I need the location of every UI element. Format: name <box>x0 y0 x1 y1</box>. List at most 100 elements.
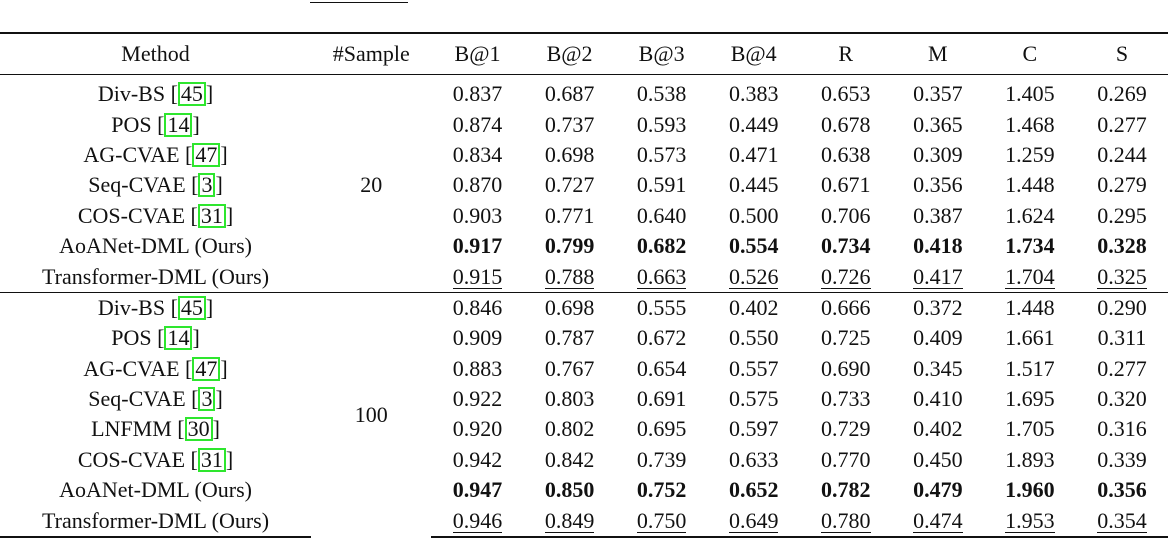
metric-value: 0.365 <box>913 111 963 137</box>
bracket: ] <box>192 325 200 351</box>
metric-value: 0.909 <box>452 325 503 351</box>
method-name: Transformer-DML (Ours) <box>42 263 270 289</box>
metric-value: 1.468 <box>1005 111 1055 137</box>
citation-link[interactable]: 14 <box>164 326 193 351</box>
metric-value: 0.402 <box>728 294 779 320</box>
column-header: M <box>928 41 948 66</box>
citation-link[interactable]: 47 <box>192 142 221 167</box>
metric-value: 0.290 <box>1097 294 1147 320</box>
metric-cell: 0.682 <box>616 231 708 261</box>
metric-value: 0.739 <box>636 446 687 472</box>
metric-cell: 0.325 <box>1076 261 1168 292</box>
metric-cell: 0.850 <box>524 475 616 505</box>
bracket: ] <box>215 386 223 412</box>
metric-cell: 0.678 <box>800 109 892 139</box>
metric-value: 0.410 <box>913 386 963 412</box>
metric-value: 0.752 <box>636 477 687 503</box>
metric-cell: 0.909 <box>431 323 523 353</box>
metric-cell: 0.922 <box>431 384 523 414</box>
metric-cell: 0.357 <box>892 75 984 110</box>
citation-link[interactable]: 45 <box>177 82 206 107</box>
citation-link[interactable]: 3 <box>198 173 216 198</box>
metric-value: 0.725 <box>821 325 871 351</box>
metric-value: 0.883 <box>452 355 503 381</box>
metric-cell: 0.449 <box>708 109 800 139</box>
metric-value: 0.750 <box>636 507 687 533</box>
metric-value: 0.687 <box>544 81 595 107</box>
method-cell: Seq-CVAE [3] <box>0 384 311 414</box>
metric-value: 1.953 <box>1005 507 1055 533</box>
method-cell: COS-CVAE [31] <box>0 445 311 475</box>
metric-cell: 0.479 <box>892 475 984 505</box>
metric-value: 0.653 <box>821 81 871 107</box>
metric-value: 0.554 <box>728 233 779 259</box>
table-row: Div-BS [45] 100 0.846 0.698 0.555 0.402 0.666 0… <box>0 291 1168 537</box>
metric-cell: 0.917 <box>431 231 523 261</box>
metric-value: 0.345 <box>913 355 963 381</box>
metric-cell: 0.402 <box>707 291 800 324</box>
method-name: COS-CVAE [ <box>77 446 198 472</box>
metric-cell: 0.690 <box>800 354 892 384</box>
metric-value: 0.575 <box>728 386 779 412</box>
citation-link[interactable]: 31 <box>197 447 226 472</box>
method-cell: POS [14] <box>0 109 311 139</box>
table-row: AoANet-DML (Ours) 0.947 0.850 0.752 0.652 0.7… <box>0 475 1168 505</box>
metric-cell: 0.450 <box>892 445 984 475</box>
metric-cell: 0.339 <box>1076 445 1168 475</box>
metric-cell: 0.771 <box>524 201 616 231</box>
bracket: ] <box>225 446 234 472</box>
table-row: COS-CVAE [31] 0.903 0.771 0.640 0.500 0.706 0.… <box>0 201 1168 231</box>
metric-value: 0.339 <box>1097 446 1147 472</box>
metric-cell: 0.387 <box>892 201 984 231</box>
table-row: COS-CVAE [31] 0.942 0.842 0.739 0.633 0.770 0.… <box>0 445 1168 475</box>
metric-value: 0.652 <box>728 477 779 503</box>
metric-value: 1.624 <box>1005 202 1055 228</box>
citation-link[interactable]: 3 <box>198 387 216 412</box>
method-cell: Transformer-DML (Ours) <box>0 261 311 292</box>
metric-value: 0.354 <box>1097 507 1147 533</box>
metric-value: 0.698 <box>544 294 595 320</box>
metric-value: 0.277 <box>1097 355 1147 381</box>
metric-cell: 0.328 <box>1076 231 1168 261</box>
metric-value: 1.734 <box>1005 233 1055 259</box>
metric-cell: 0.695 <box>616 414 708 444</box>
column-header: Method <box>121 41 190 66</box>
metric-value: 0.874 <box>452 111 503 137</box>
metric-cell: 0.417 <box>892 261 984 292</box>
metric-cell: 0.725 <box>800 323 892 353</box>
metric-cell: 0.652 <box>708 475 800 505</box>
metric-value: 0.727 <box>544 172 595 198</box>
method-cell: COS-CVAE [31] <box>0 201 311 231</box>
citation-link[interactable]: 31 <box>197 203 226 228</box>
metric-value: 0.678 <box>821 111 871 137</box>
metric-value: 0.269 <box>1097 81 1147 107</box>
metric-cell: 1.624 <box>984 201 1076 231</box>
metric-cell: 0.474 <box>891 505 984 538</box>
metric-cell: 0.787 <box>524 323 616 353</box>
metric-cell: 0.383 <box>708 75 800 110</box>
bracket: ] <box>220 141 228 167</box>
method-cell: AG-CVAE [47] <box>0 354 311 384</box>
table-row: POS [14] 0.909 0.787 0.672 0.550 0.725 0.409 1.… <box>0 323 1168 353</box>
method-name: Seq-CVAE [ <box>88 172 199 198</box>
column-header: S <box>1115 41 1129 66</box>
metric-cell: 0.279 <box>1076 170 1168 200</box>
metric-cell: 1.705 <box>984 414 1076 444</box>
metric-value: 0.474 <box>913 507 963 533</box>
metric-value: 0.803 <box>544 386 595 412</box>
metric-cell: 0.554 <box>708 231 800 261</box>
metric-cell: 0.471 <box>708 140 800 170</box>
citation-link[interactable]: 14 <box>164 112 193 137</box>
citation-link[interactable]: 47 <box>192 356 221 381</box>
citation-link[interactable]: 30 <box>184 417 213 442</box>
method-name: AG-CVAE [ <box>83 355 193 381</box>
method-cell: AG-CVAE [47] <box>0 140 311 170</box>
citation-link[interactable]: 45 <box>177 295 206 320</box>
metric-cell: 0.846 <box>431 291 524 324</box>
metric-cell: 0.737 <box>524 109 616 139</box>
metric-value: 0.638 <box>821 141 871 167</box>
metric-value: 0.672 <box>636 325 687 351</box>
metric-cell: 0.780 <box>799 505 892 538</box>
metric-value: 0.947 <box>452 477 503 503</box>
method-cell: LNFMM [30] <box>0 414 311 444</box>
